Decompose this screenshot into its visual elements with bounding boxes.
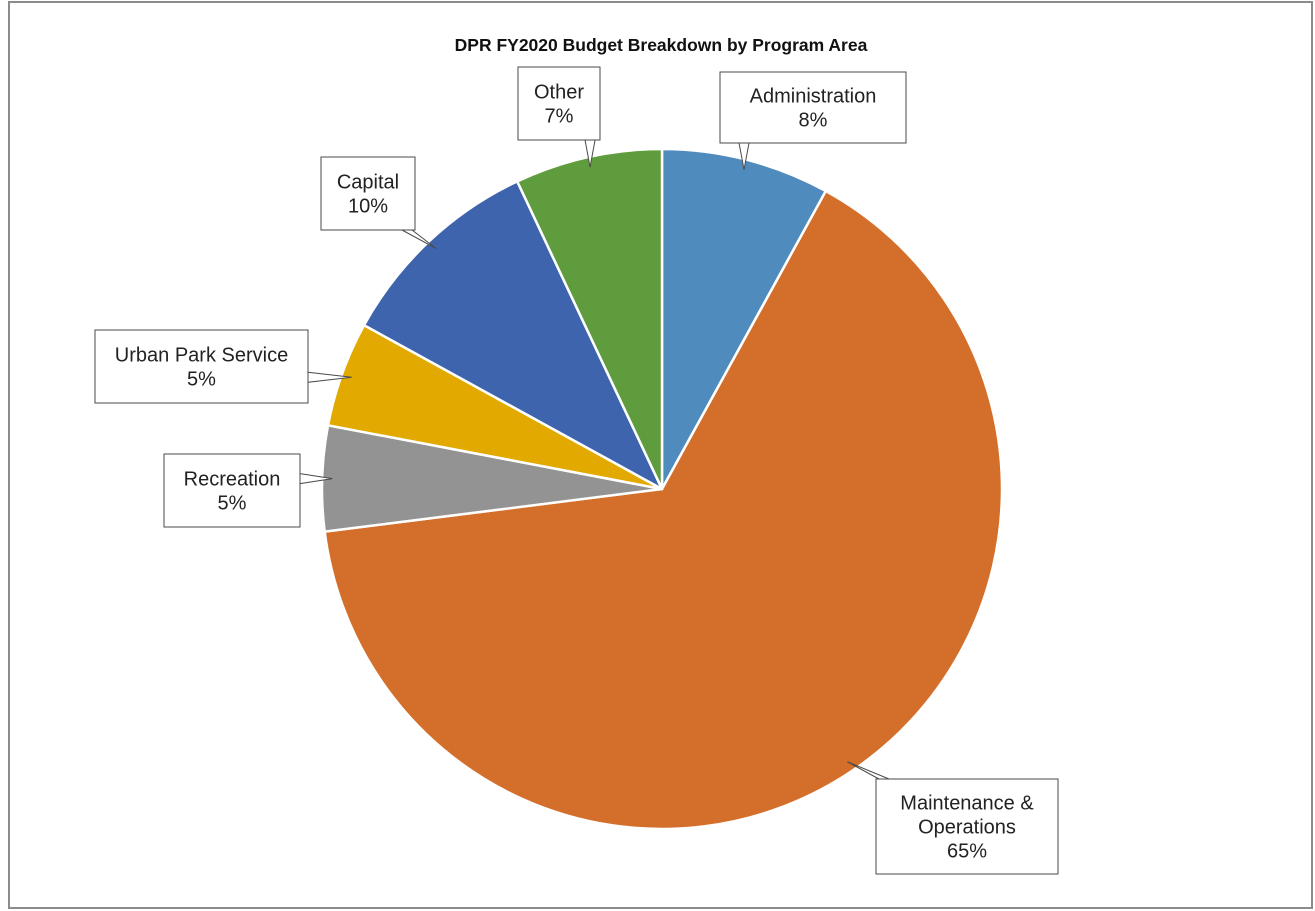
data-label-percent: 5% [218,493,247,515]
chart-title: DPR FY2020 Budget Breakdown by Program A… [455,35,868,55]
data-label-percent: 8% [799,110,828,132]
data-label-percent: 5% [187,369,216,391]
data-label-category: Capital [337,172,399,194]
data-label-category: Recreation [184,469,281,491]
callout-box [719,71,907,144]
chart-frame: DPR FY2020 Budget Breakdown by Program A… [8,1,1313,909]
callout-box [875,778,1059,875]
data-label-percent: 10% [348,196,388,218]
callout-box [163,453,301,528]
pie-chart: DPR FY2020 Budget Breakdown by Program A… [94,35,1059,875]
callout-box [320,156,416,231]
callout-box [517,66,601,141]
callout-box [94,329,309,404]
data-label-category: Maintenance & [900,793,1034,815]
pie-slice-maintenance-and-operations [323,189,1004,831]
pie-slice-capital [362,180,664,491]
data-label-category: Operations [918,817,1016,839]
data-label-category: Administration [750,86,877,108]
pie-slice-administration [660,147,828,491]
pie-slices [320,147,1004,831]
data-label-percent: 65% [947,841,987,863]
data-label-category: Other [534,82,584,104]
data-label-percent: 7% [545,106,574,128]
data-label-category: Urban Park Service [115,345,288,367]
